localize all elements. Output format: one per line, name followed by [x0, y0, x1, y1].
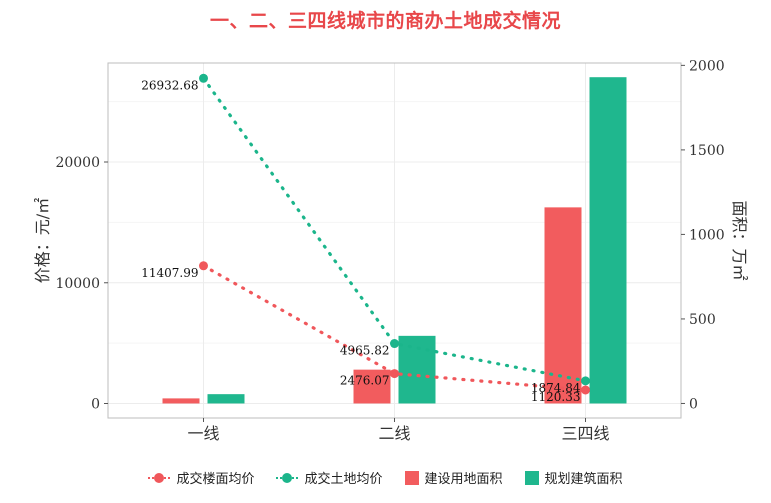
chart-title: 一、二、三四线城市的商办土地成交情况	[209, 10, 561, 32]
legend-item-plan-area[interactable]: 规划建筑面积	[524, 468, 623, 487]
point-floor-price	[390, 369, 399, 379]
y-right-tick-label: 500	[689, 312, 716, 328]
bar-plan-area	[589, 77, 627, 404]
y-right-tick-label: 1000	[689, 227, 725, 243]
bar-plan-area	[398, 335, 436, 404]
line-floor-price	[201, 264, 588, 392]
legend-label-build-area: 建设用地面积	[424, 472, 503, 487]
data-label-floor-price: 1120.33	[531, 390, 581, 404]
y-left-axis-title: 价格：元/㎡	[33, 198, 52, 283]
data-label-floor-price: 11407.99	[141, 266, 198, 280]
x-tick-label: 一线	[187, 424, 219, 443]
y-left-tick-label: 0	[91, 397, 100, 413]
y-right-tick-label: 0	[689, 396, 698, 412]
data-label-land-price: 1874.84	[531, 381, 581, 395]
legend-item-build-area[interactable]: 建设用地面积	[404, 468, 503, 487]
point-floor-price	[199, 261, 208, 271]
data-label-land-price: 26932.68	[141, 78, 198, 92]
bar-build-area	[353, 369, 391, 404]
point-land-price	[581, 376, 590, 386]
y-right-axis-title: 面积：万㎡	[730, 200, 749, 280]
line-land-price	[201, 76, 588, 383]
bar-build-area	[544, 207, 582, 404]
legend-key-build-area-icon	[404, 470, 419, 485]
legend-item-land-price[interactable]: 成交土地均价	[276, 468, 383, 487]
legend-label-land-price: 成交土地均价	[304, 472, 383, 487]
legend-label-plan-area: 规划建筑面积	[544, 472, 623, 487]
legend: 成交楼面均价 成交土地均价 建设用地面积 规划建筑面积	[0, 468, 771, 487]
y-left-tick-label: 10000	[55, 276, 100, 292]
y-left-tick-label: 20000	[55, 155, 100, 171]
x-tick-label: 三四线	[561, 424, 609, 443]
legend-key-floor-price-icon	[148, 472, 171, 484]
point-land-price	[390, 339, 399, 349]
x-tick-label: 二线	[378, 424, 410, 443]
point-land-price	[199, 73, 208, 83]
y-right-tick-label: 1500	[689, 143, 725, 159]
data-label-floor-price: 2476.07	[340, 374, 390, 388]
bar-plan-area	[207, 394, 245, 404]
point-floor-price	[581, 385, 590, 395]
data-label-land-price: 4965.82	[340, 344, 390, 358]
legend-label-floor-price: 成交楼面均价	[176, 472, 255, 487]
bar-build-area	[162, 398, 200, 404]
y-right-tick-label: 2000	[689, 58, 725, 74]
legend-key-plan-area-icon	[524, 470, 539, 485]
legend-item-floor-price[interactable]: 成交楼面均价	[148, 468, 254, 487]
legend-key-land-price-icon	[276, 472, 299, 484]
